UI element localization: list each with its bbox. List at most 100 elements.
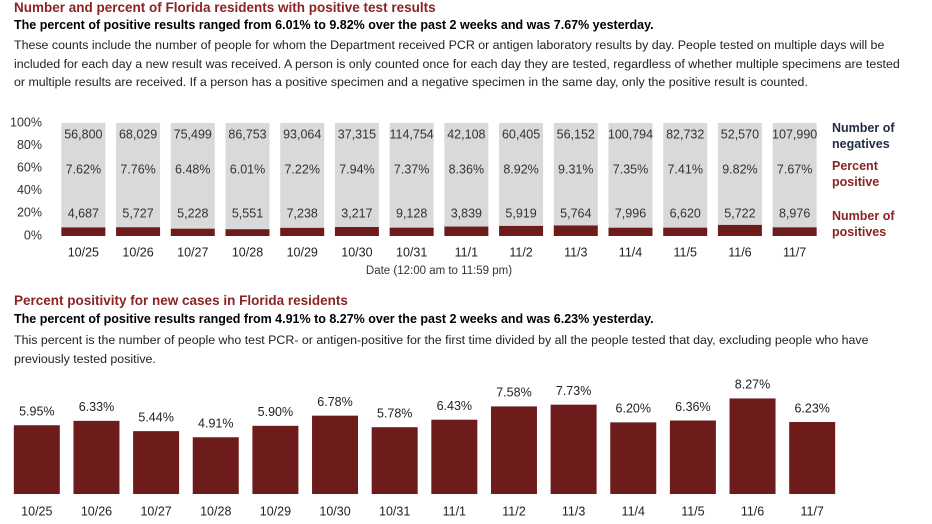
data-label: 4.91% [198, 417, 233, 431]
bar [669, 420, 716, 494]
x-tick-label: 11/4 [622, 504, 645, 518]
data-label: 7.76% [120, 162, 155, 176]
x-tick-label: 10/30 [341, 245, 372, 259]
bar [371, 427, 418, 494]
x-tick-label: 11/2 [502, 504, 525, 518]
x-tick-label: 10/26 [122, 245, 153, 259]
data-label: 7.62% [66, 162, 101, 176]
bar [550, 404, 597, 494]
bar [73, 420, 120, 494]
bar-segment [389, 123, 434, 228]
x-tick-label: 10/28 [200, 504, 231, 518]
bar-segment [717, 123, 762, 225]
bar-segment [772, 123, 817, 228]
bar-segment [61, 227, 106, 236]
chart-description: These counts include the number of peopl… [14, 38, 900, 89]
data-label: 5.90% [258, 405, 293, 419]
data-label: 8.27% [735, 378, 770, 392]
bar-segment [608, 227, 653, 236]
x-tick-label: 10/27 [177, 245, 208, 259]
bar-segment [444, 123, 489, 227]
x-tick-label: 11/1 [443, 504, 466, 518]
y-tick-label: 100% [10, 115, 42, 129]
x-tick-label: 11/7 [800, 504, 823, 518]
bar-segment [170, 123, 215, 229]
bar-segment [225, 123, 270, 230]
data-label: 9.31% [558, 162, 593, 176]
bar-segment [116, 227, 161, 236]
bar-segment [553, 225, 598, 236]
data-label: 3,217 [341, 206, 372, 220]
x-tick-label: 11/1 [455, 245, 478, 259]
data-label: 56,800 [64, 127, 102, 141]
data-label: 7.73% [556, 384, 591, 398]
x-tick-label: 10/27 [140, 504, 171, 518]
data-label: 8,976 [779, 206, 810, 220]
x-tick-label: 10/31 [396, 245, 427, 259]
chart-title: Number and percent of Florida residents … [14, 0, 436, 15]
data-label: 5,764 [560, 206, 591, 220]
data-label: 7.58% [496, 386, 531, 400]
data-label: 6.78% [317, 395, 352, 409]
bar [490, 406, 537, 494]
x-tick-label: 11/5 [674, 245, 697, 259]
data-label: 7.94% [339, 162, 374, 176]
bar [13, 425, 60, 494]
data-label: 7,238 [287, 206, 318, 220]
y-tick-label: 60% [17, 160, 42, 174]
x-tick-label: 11/3 [564, 245, 587, 259]
bar-segment [499, 123, 544, 226]
bar-segment [772, 227, 817, 236]
bar-segment [280, 123, 325, 228]
chart-description: This percent is the number of people who… [14, 333, 869, 366]
legend-item: Number of positives [832, 209, 895, 239]
chart-subtitle: The percent of positive results ranged f… [14, 18, 654, 32]
data-label: 75,499 [174, 127, 212, 141]
legend-item: Percent positive [832, 159, 880, 189]
data-label: 37,315 [338, 127, 376, 141]
data-label: 82,732 [666, 127, 704, 141]
bar [789, 422, 836, 494]
data-label: 5,727 [122, 206, 153, 220]
data-label: 100,794 [608, 127, 653, 141]
data-label: 7.37% [394, 162, 429, 176]
data-label: 5,919 [505, 206, 536, 220]
data-label: 5.44% [138, 410, 173, 424]
bar-segment [717, 224, 762, 236]
x-tick-label: 11/7 [783, 245, 806, 259]
x-axis-label: Date (12:00 am to 11:59 pm) [366, 265, 512, 277]
bar-segment [225, 229, 270, 236]
legend-item: Number of negatives [832, 121, 895, 151]
data-label: 6.33% [79, 400, 114, 414]
x-tick-label: 11/3 [562, 504, 585, 518]
data-label: 5.95% [19, 405, 54, 419]
chart-title: Percent positivity for new cases in Flor… [14, 293, 348, 308]
bar-segment [116, 123, 161, 228]
x-tick-label: 10/26 [81, 504, 112, 518]
bar [312, 415, 359, 494]
x-tick-label: 11/6 [741, 504, 764, 518]
data-label: 60,405 [502, 127, 540, 141]
y-tick-label: 80% [17, 138, 42, 152]
x-tick-label: 11/2 [509, 245, 532, 259]
data-label: 6,620 [670, 206, 701, 220]
y-tick-label: 0% [24, 228, 42, 242]
bar-segment [280, 227, 325, 236]
data-label: 9.82% [722, 162, 757, 176]
x-tick-label: 10/30 [319, 504, 350, 518]
bar-segment [170, 228, 215, 236]
bar-segment [553, 123, 598, 226]
data-label: 6.23% [794, 401, 829, 415]
data-label: 114,754 [390, 127, 434, 141]
data-label: 5,551 [232, 206, 263, 220]
data-label: 5,722 [724, 206, 755, 220]
data-label: 7,996 [615, 206, 646, 220]
data-label: 6.01% [230, 162, 265, 176]
x-tick-label: 11/4 [619, 245, 642, 259]
data-label: 3,839 [451, 206, 482, 220]
x-tick-label: 11/5 [681, 504, 704, 518]
data-label: 52,570 [721, 127, 759, 141]
data-label: 6.36% [675, 400, 710, 414]
data-label: 7.35% [613, 162, 648, 176]
x-tick-label: 10/29 [260, 504, 291, 518]
